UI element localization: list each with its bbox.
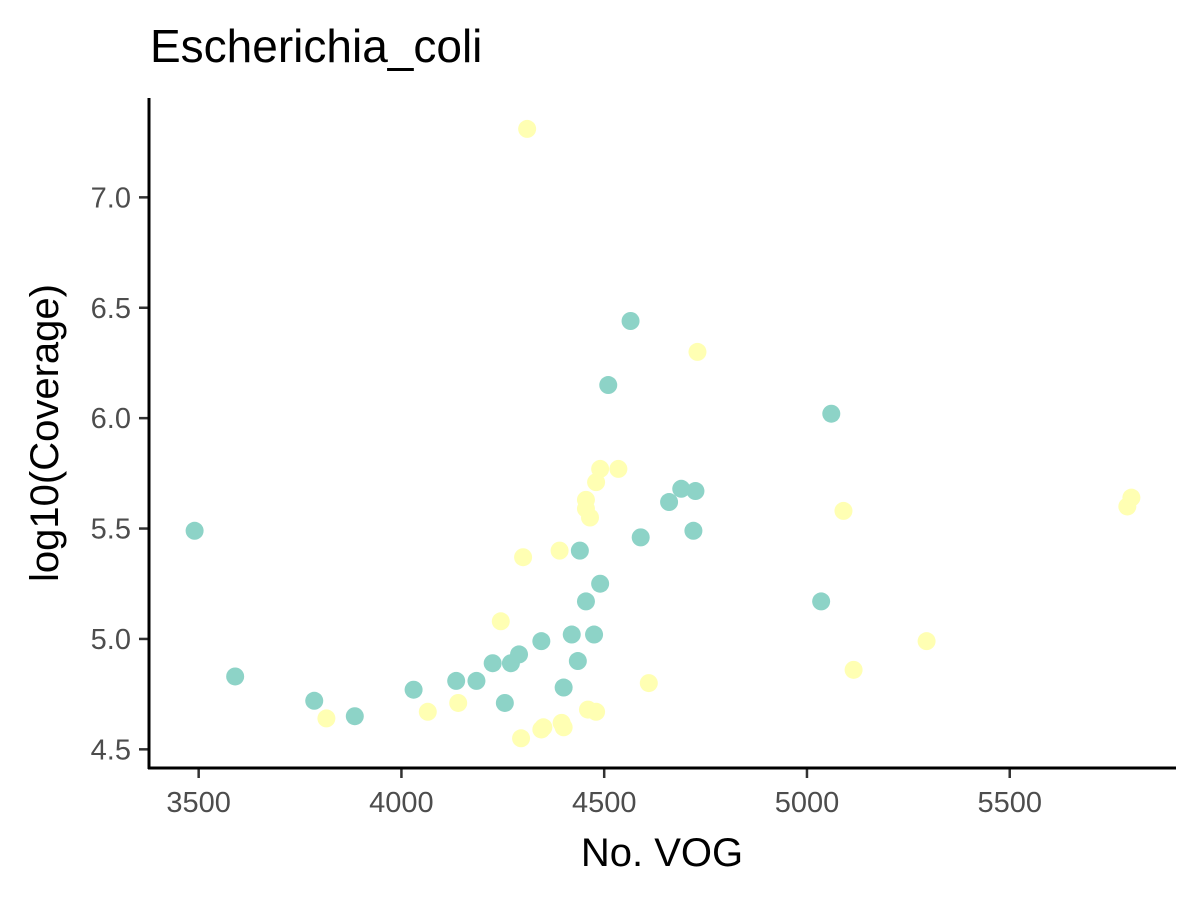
data-point (844, 660, 863, 679)
y-axis-title: log10(Coverage) (23, 284, 67, 582)
data-point (514, 548, 533, 567)
y-tick-label: 5.0 (91, 624, 131, 656)
chart-title: Escherichia_coli (150, 20, 482, 72)
x-tick-label: 5500 (977, 787, 1042, 819)
data-point (447, 671, 466, 690)
data-point (639, 674, 658, 693)
data-point (684, 521, 703, 540)
data-point (226, 667, 245, 686)
x-axis-title: No. VOG (581, 831, 743, 875)
data-point (688, 342, 707, 361)
data-point (631, 528, 650, 547)
y-tick-label: 6.5 (91, 293, 131, 325)
data-point (510, 645, 529, 664)
data-point (591, 459, 610, 478)
data-point (550, 541, 569, 560)
data-point (512, 729, 531, 748)
data-point (404, 680, 423, 699)
data-point (570, 541, 589, 560)
x-tick-label: 5000 (775, 787, 840, 819)
data-point (495, 693, 514, 712)
data-point (834, 501, 853, 520)
y-tick-label: 4.5 (91, 734, 131, 766)
data-point (483, 654, 502, 673)
data-point (576, 592, 595, 611)
data-point (305, 691, 324, 710)
data-point (491, 612, 510, 631)
y-tick-label: 6.0 (91, 403, 131, 435)
data-point (686, 482, 705, 501)
x-tick-label: 4000 (369, 787, 434, 819)
y-tick-label: 7.0 (91, 182, 131, 214)
y-tick-label: 5.5 (91, 514, 131, 546)
x-tick-label: 3500 (166, 787, 231, 819)
data-point (1122, 488, 1141, 507)
data-point (581, 508, 600, 527)
data-point (660, 493, 679, 512)
data-points (185, 119, 1141, 748)
data-point (449, 693, 468, 712)
data-point (554, 678, 573, 697)
data-point (621, 312, 640, 330)
x-tick-label: 4500 (572, 787, 637, 819)
data-point (812, 592, 831, 611)
x-axis-ticks: 3500 4000 4500 5000 5500 (166, 768, 1042, 819)
data-point (609, 459, 628, 478)
data-point (562, 625, 581, 644)
data-point (534, 718, 553, 737)
data-point (554, 718, 573, 737)
data-point (591, 574, 610, 593)
data-point (568, 652, 587, 671)
data-point (185, 521, 204, 540)
data-point (467, 671, 486, 690)
data-point (822, 404, 841, 423)
data-point (518, 119, 537, 138)
data-point (587, 702, 606, 721)
data-point (317, 709, 336, 728)
data-point (345, 707, 364, 726)
data-point (672, 479, 691, 498)
y-axis-ticks: 4.5 5.0 5.5 6.0 6.5 7.0 (91, 182, 149, 766)
data-point (585, 625, 604, 644)
data-point (532, 632, 551, 651)
data-point (917, 632, 936, 651)
data-point (418, 702, 437, 721)
data-point (599, 376, 618, 395)
